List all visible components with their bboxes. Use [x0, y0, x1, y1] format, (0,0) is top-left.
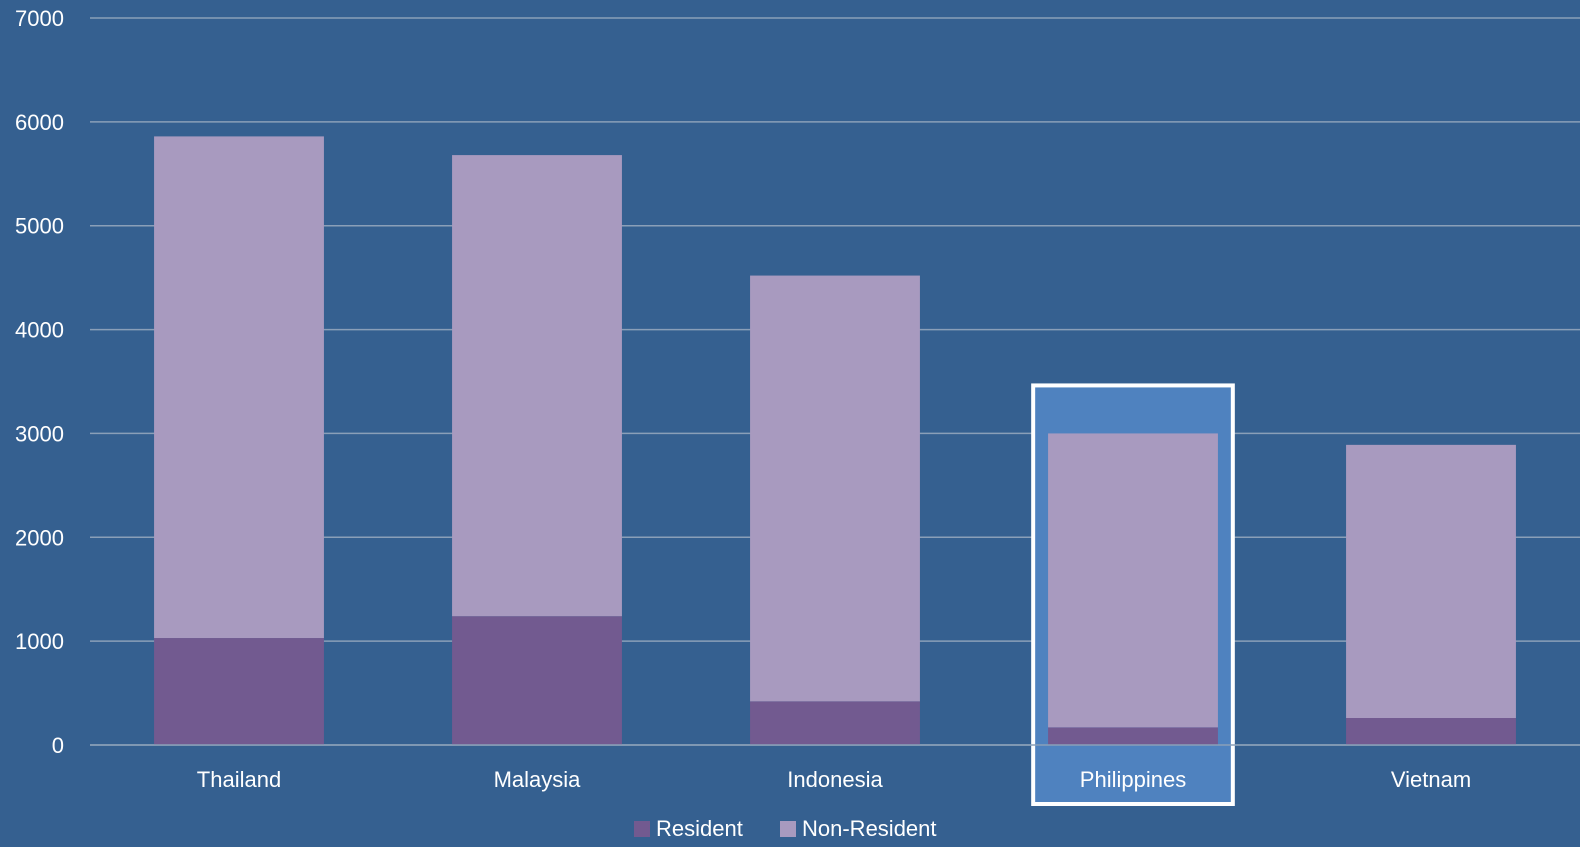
x-axis: Thailand Malaysia Indonesia Philippines Viet…	[197, 767, 1471, 792]
x-tick-label: Malaysia	[494, 767, 582, 792]
bar-segment	[1346, 444, 1516, 718]
bar-segment	[452, 616, 622, 745]
bar-segment	[750, 701, 920, 745]
x-tick-label: Philippines	[1080, 767, 1186, 792]
y-tick-label: 5000	[15, 214, 64, 239]
bar-segment	[750, 275, 920, 702]
y-tick-label: 0	[52, 733, 64, 758]
y-axis: 0 1000 2000 3000 4000 5000 6000 7000	[15, 6, 64, 758]
bar-segment	[1048, 433, 1218, 728]
x-tick-label: Vietnam	[1391, 767, 1471, 792]
bar-segment	[154, 136, 324, 639]
y-tick-label: 1000	[15, 629, 64, 654]
x-tick-label: Thailand	[197, 767, 281, 792]
y-tick-label: 2000	[15, 525, 64, 550]
legend-label: Resident	[656, 816, 743, 841]
y-tick-label: 3000	[15, 421, 64, 446]
bars	[90, 136, 1580, 746]
bar-segment	[452, 155, 622, 617]
y-tick-label: 4000	[15, 318, 64, 343]
y-tick-label: 6000	[15, 110, 64, 135]
bar-segment	[154, 638, 324, 745]
y-tick-label: 7000	[15, 6, 64, 31]
x-tick-label: Indonesia	[787, 767, 883, 792]
legend-label: Non-Resident	[802, 816, 937, 841]
bar-segment	[1346, 717, 1516, 745]
legend: Resident Non-Resident	[634, 816, 937, 841]
bar-segment	[1048, 727, 1218, 745]
legend-swatch	[780, 821, 796, 837]
legend-swatch	[634, 821, 650, 837]
